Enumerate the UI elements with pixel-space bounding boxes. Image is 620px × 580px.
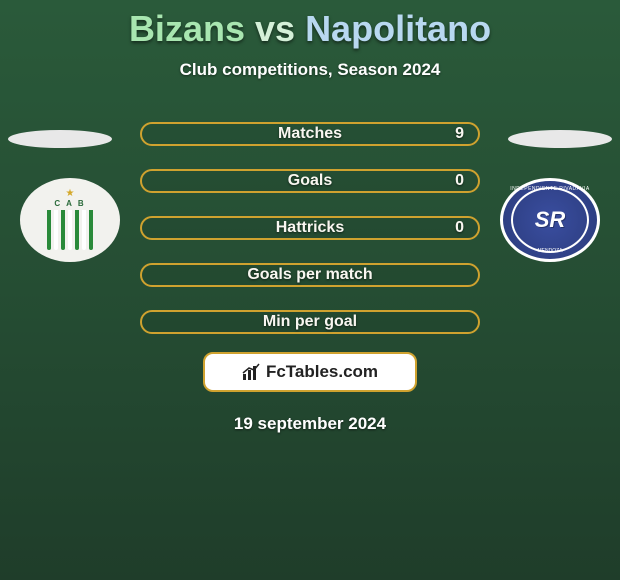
team-badge-right: INDEPENDIENTE RIVADAVIA SR MENDOZA — [500, 178, 600, 262]
stat-row-goals: Goals 0 — [140, 169, 480, 193]
subtitle: Club competitions, Season 2024 — [0, 60, 620, 80]
stripe — [54, 210, 58, 250]
fctables-logo[interactable]: FcTables.com — [203, 352, 417, 392]
ellipse-left — [8, 130, 112, 148]
stat-row-matches: Matches 9 — [140, 122, 480, 146]
stripe — [47, 210, 51, 250]
stripe — [75, 210, 79, 250]
date-text: 19 september 2024 — [0, 414, 620, 434]
stat-value-right: 0 — [455, 219, 464, 237]
stripe — [82, 210, 86, 250]
badge-right-bottom-text: MENDOZA — [503, 248, 597, 254]
stripe — [68, 210, 72, 250]
badge-left-content: ★ C A B — [47, 188, 93, 250]
star-icon: ★ — [66, 188, 75, 199]
title-vs: vs — [255, 8, 295, 49]
badge-left-text: C A B — [54, 199, 85, 208]
stat-label: Hattricks — [276, 219, 344, 237]
team-badge-left: ★ C A B — [20, 178, 120, 262]
logo-text: FcTables.com — [266, 362, 378, 382]
badge-right-monogram: SR — [535, 207, 566, 233]
stat-label: Goals per match — [247, 266, 372, 284]
stat-label: Goals — [288, 172, 332, 190]
stat-value-right: 0 — [455, 172, 464, 190]
stat-row-hattricks: Hattricks 0 — [140, 216, 480, 240]
stat-value-right: 9 — [455, 125, 464, 143]
stripe — [61, 210, 65, 250]
stripe — [89, 210, 93, 250]
stat-row-goals-per-match: Goals per match — [140, 263, 480, 287]
stat-label: Matches — [278, 125, 342, 143]
stat-label: Min per goal — [263, 313, 357, 331]
stat-row-min-per-goal: Min per goal — [140, 310, 480, 334]
title-team-b: Napolitano — [305, 8, 491, 49]
chart-icon — [242, 363, 260, 381]
title-team-a: Bizans — [129, 8, 245, 49]
ellipse-right — [508, 130, 612, 148]
badge-left-stripes — [47, 210, 93, 250]
page-title: Bizans vs Napolitano — [0, 0, 620, 50]
